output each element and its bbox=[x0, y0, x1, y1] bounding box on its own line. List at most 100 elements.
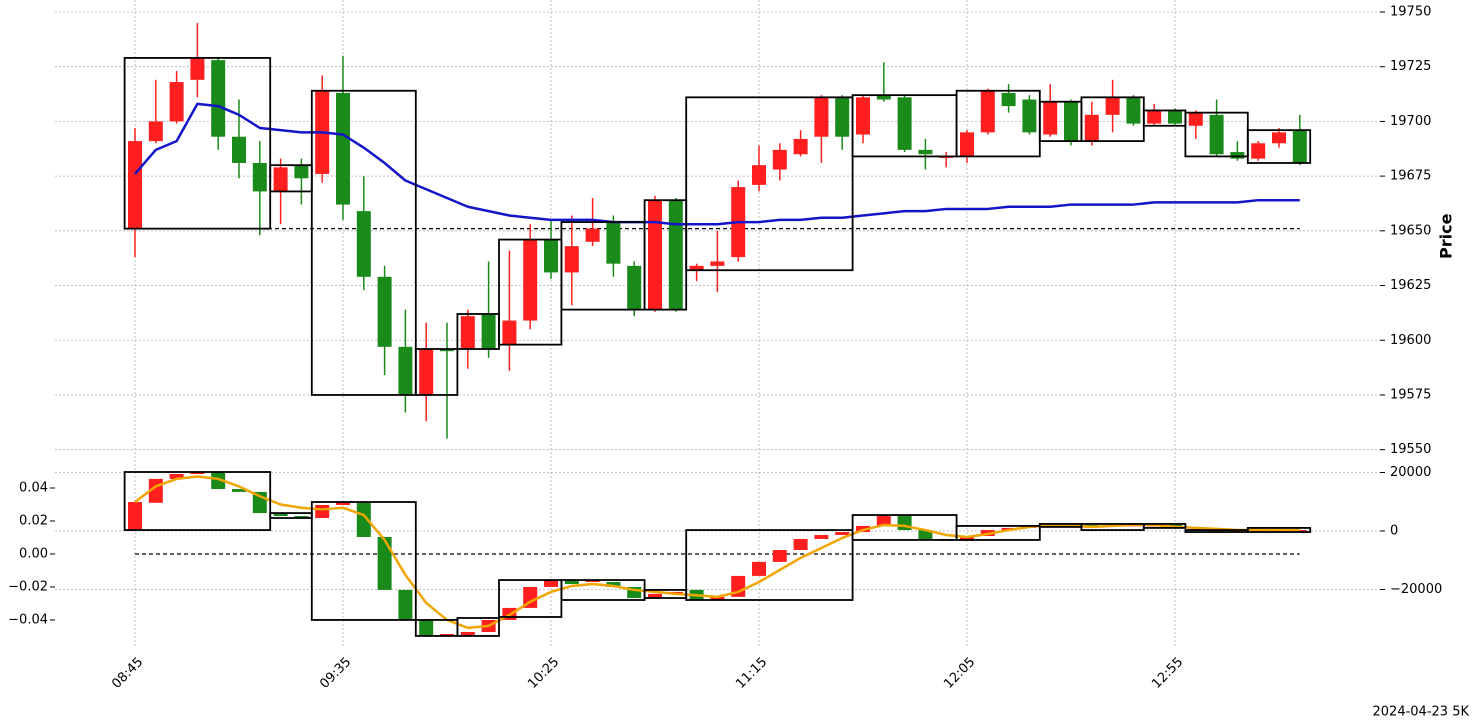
candle-body bbox=[1064, 101, 1078, 142]
candle-body bbox=[1272, 132, 1286, 144]
candle-body bbox=[398, 589, 413, 620]
y2-tick-label: 20000 bbox=[1390, 465, 1431, 480]
y-tick-label: −0.04 bbox=[8, 612, 48, 627]
x-tick-label: 12:55 bbox=[1149, 655, 1186, 692]
candle-body bbox=[211, 60, 226, 137]
x-tick-label: 11:15 bbox=[733, 655, 770, 692]
candle-body bbox=[772, 149, 787, 170]
y-tick-label: 0.04 bbox=[19, 480, 48, 495]
candle-body bbox=[523, 239, 538, 321]
y2-tick-label: −20000 bbox=[1390, 582, 1442, 597]
candle-body bbox=[876, 95, 891, 100]
candle-body bbox=[190, 57, 205, 80]
candle-body bbox=[814, 535, 829, 539]
candle-body bbox=[648, 593, 662, 599]
candle-body bbox=[1043, 101, 1058, 135]
candle-body bbox=[1209, 114, 1224, 155]
range-box bbox=[1246, 129, 1312, 164]
candle-body bbox=[398, 346, 413, 395]
candle-body bbox=[1105, 97, 1120, 115]
candle-body bbox=[752, 165, 766, 185]
y-tick-label: 19575 bbox=[1390, 387, 1431, 402]
candle-body bbox=[148, 121, 163, 142]
candle-body bbox=[897, 97, 912, 150]
candle-body bbox=[294, 165, 309, 179]
candle-body bbox=[377, 276, 392, 347]
candle-body bbox=[211, 471, 226, 489]
y-tick-label: 0.02 bbox=[19, 513, 48, 528]
y-axis-label: Price bbox=[1437, 213, 1456, 259]
candle-body bbox=[606, 582, 621, 587]
candle-body bbox=[710, 596, 725, 600]
candle-body bbox=[1292, 130, 1307, 163]
range-box bbox=[1142, 523, 1187, 529]
candle-body bbox=[1147, 110, 1162, 124]
candle-body bbox=[336, 92, 350, 205]
y-tick-label: 0.00 bbox=[19, 546, 48, 561]
candle-body bbox=[1126, 97, 1141, 124]
x-tick-label: 10:25 bbox=[525, 655, 562, 692]
candle-body bbox=[1230, 152, 1245, 159]
footer: 2024-04-23 5K bbox=[1373, 705, 1470, 720]
x-tick-label: 09:35 bbox=[317, 655, 354, 692]
candle-body bbox=[169, 473, 184, 479]
line-series bbox=[134, 102, 1300, 226]
candle-body bbox=[585, 580, 600, 583]
candle-body bbox=[1251, 143, 1266, 159]
y-tick-label: 19600 bbox=[1390, 333, 1431, 348]
candle-body bbox=[544, 239, 558, 273]
line-series bbox=[134, 475, 1300, 630]
candle-body bbox=[814, 97, 829, 137]
y2-tick-label: 0 bbox=[1390, 523, 1398, 538]
candle-body bbox=[1084, 114, 1099, 142]
candle-body bbox=[440, 633, 454, 636]
range-box bbox=[685, 529, 854, 601]
candle-body bbox=[481, 313, 496, 350]
y-tick-label: 19725 bbox=[1390, 59, 1431, 74]
candle-body bbox=[918, 149, 933, 155]
candle-body bbox=[460, 316, 475, 350]
candle-body bbox=[960, 132, 974, 157]
range-box bbox=[310, 501, 417, 621]
range-box bbox=[123, 471, 272, 531]
y-tick-label: 19650 bbox=[1390, 223, 1431, 238]
candle-body bbox=[252, 162, 267, 192]
candle-body bbox=[752, 561, 766, 576]
candle-body bbox=[190, 471, 205, 474]
range-box bbox=[123, 57, 272, 230]
range-box bbox=[685, 96, 854, 272]
y-tick-label: 19675 bbox=[1390, 169, 1431, 184]
candle-body bbox=[294, 516, 309, 519]
candle-body bbox=[128, 502, 142, 531]
candle-body bbox=[1001, 92, 1016, 107]
candle-body bbox=[793, 138, 808, 155]
candle-body bbox=[835, 97, 850, 137]
candle-body bbox=[315, 504, 330, 519]
candle-body bbox=[419, 619, 434, 636]
candle-body bbox=[918, 530, 933, 539]
candle-body bbox=[668, 200, 683, 310]
range-box bbox=[955, 525, 1041, 541]
candle-body bbox=[627, 586, 642, 599]
candle-body bbox=[232, 488, 246, 492]
candle-body bbox=[460, 631, 475, 636]
candle-body bbox=[689, 265, 704, 271]
candle-body bbox=[169, 82, 184, 122]
candle-body bbox=[564, 580, 579, 584]
candle-body bbox=[876, 516, 891, 526]
candle-body bbox=[960, 535, 974, 541]
candle-body bbox=[648, 200, 662, 310]
candle-body bbox=[377, 536, 392, 590]
range-box bbox=[414, 348, 459, 396]
candle-body bbox=[772, 550, 787, 562]
y-tick-label: 19550 bbox=[1390, 442, 1431, 457]
candle-body bbox=[980, 90, 995, 133]
candle-body bbox=[356, 502, 371, 537]
y-tick-label: 19750 bbox=[1390, 4, 1431, 19]
candle-body bbox=[273, 513, 288, 517]
candle-body bbox=[232, 136, 246, 163]
y-tick-label: 19700 bbox=[1390, 114, 1431, 129]
candle-body bbox=[419, 349, 434, 395]
candle-body bbox=[710, 261, 725, 266]
